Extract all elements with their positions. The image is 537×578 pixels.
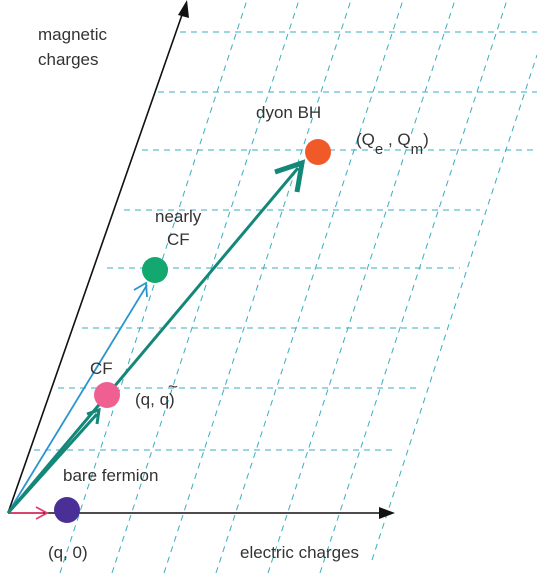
magnetic-axis-arrowhead [178, 0, 189, 18]
cf-label: CF [90, 359, 113, 378]
grid-line-slant [268, 0, 455, 573]
bare-fermion-label: bare fermion [63, 466, 158, 485]
nearly-cf-point [142, 257, 168, 283]
grid-line-slant [60, 0, 247, 573]
dyon-bh-coords: (Qe , Qm) [356, 130, 429, 158]
grid-line-slant [320, 0, 507, 573]
electric-axis-label: electric charges [240, 543, 359, 562]
grid-line-slant [164, 0, 351, 573]
lattice-grid [34, 0, 537, 573]
axes [8, 0, 395, 519]
grid-line-slant [216, 0, 403, 573]
nearly-cf-label: CF [167, 230, 190, 249]
bare-fermion-point [54, 497, 80, 523]
magnetic-axis-label: magnetic [38, 25, 107, 44]
electric-axis-arrowhead [379, 507, 395, 519]
dyon-bh-point [305, 139, 331, 165]
dyon-bh-vector [8, 168, 298, 513]
bare-fermion-coords: (q, 0) [48, 543, 88, 562]
magnetic-axis-label: charges [38, 50, 98, 69]
dyon-bh-label: dyon BH [256, 103, 321, 122]
cf-coords-tilde: ~ [168, 377, 178, 396]
nearly-cf-label: nearly [155, 207, 202, 226]
cf-point [94, 382, 120, 408]
